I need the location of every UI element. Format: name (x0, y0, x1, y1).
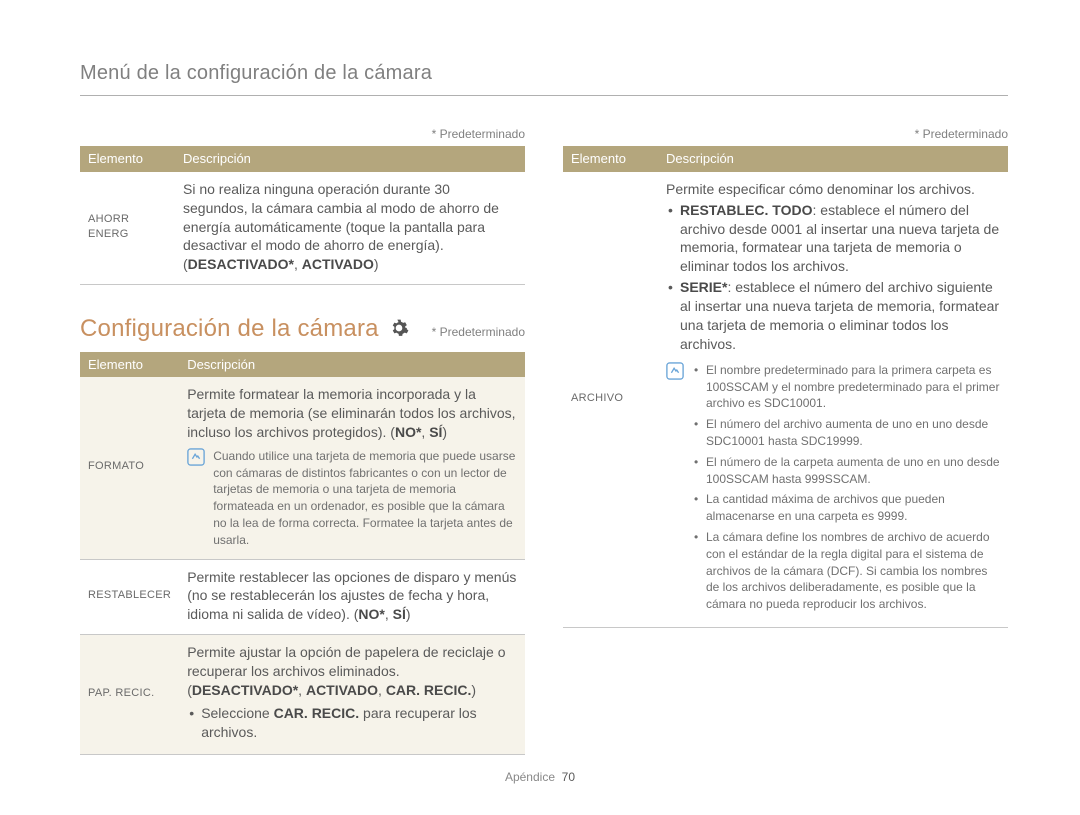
list-item: La cámara define los nombres de archivo … (692, 529, 1000, 613)
table-row: PAP. RECIC. Permite ajustar la opción de… (80, 635, 525, 754)
gear-icon (389, 318, 409, 338)
table-ahorro: Elemento Descripción AHORR ENERG Si no r… (80, 146, 525, 285)
elem-formato: FORMATO (80, 377, 179, 559)
table-row: AHORR ENERG Si no realiza ninguna operac… (80, 172, 525, 285)
elem-pap-recic: PAP. RECIC. (80, 635, 179, 754)
table-row: RESTABLECER Permite restablecer las opci… (80, 559, 525, 635)
list-item: El número de la carpeta aumenta de uno e… (692, 454, 1000, 488)
archivo-notes: El nombre predeterminado para la primera… (692, 362, 1000, 617)
desc-restablecer: Permite restablecer las opciones de disp… (179, 559, 525, 635)
desc-ahorr-energ: Si no realiza ninguna operación durante … (175, 172, 525, 285)
note-icon (666, 362, 684, 380)
table-row: FORMATO Permite formatear la memoria inc… (80, 377, 525, 559)
th-element: Elemento (80, 352, 179, 378)
list-item: El nombre predeterminado para la primera… (692, 362, 1000, 412)
list-item: La cantidad máxima de archivos que puede… (692, 491, 1000, 525)
default-note-left-2: * Predeterminado (432, 324, 525, 340)
table-archivo: Elemento Descripción ARCHIVO Permite esp… (563, 146, 1008, 628)
desc-pap-recic: Permite ajustar la opción de papelera de… (179, 635, 525, 754)
sub-car-recic: Seleccione CAR. RECIC. para recuperar lo… (187, 704, 517, 742)
th-element: Elemento (80, 146, 175, 172)
desc-archivo: Permite especificar cómo denominar los a… (658, 172, 1008, 628)
th-element: Elemento (563, 146, 658, 172)
th-description: Descripción (179, 352, 525, 378)
default-note-right: * Predeterminado (563, 126, 1008, 142)
table-row: ARCHIVO Permite especificar cómo denomin… (563, 172, 1008, 628)
th-description: Descripción (175, 146, 525, 172)
th-description: Descripción (658, 146, 1008, 172)
section-title: Configuración de la cámara (80, 313, 379, 345)
page-footer: Apéndice 70 (0, 769, 1080, 785)
default-note-left-1: * Predeterminado (80, 126, 525, 142)
note-formato: Cuando utilice una tarjeta de memoria qu… (213, 448, 517, 549)
breadcrumb: Menú de la configuración de la cámara (80, 60, 1008, 96)
elem-archivo: ARCHIVO (563, 172, 658, 628)
elem-ahorr-energ: AHORR ENERG (80, 172, 175, 285)
list-item: El número del archivo aumenta de uno en … (692, 416, 1000, 450)
elem-restablecer: RESTABLECER (80, 559, 179, 635)
note-icon (187, 448, 205, 466)
table-config: Elemento Descripción FORMATO Permite for… (80, 352, 525, 755)
desc-formato: Permite formatear la memoria incorporada… (179, 377, 525, 559)
